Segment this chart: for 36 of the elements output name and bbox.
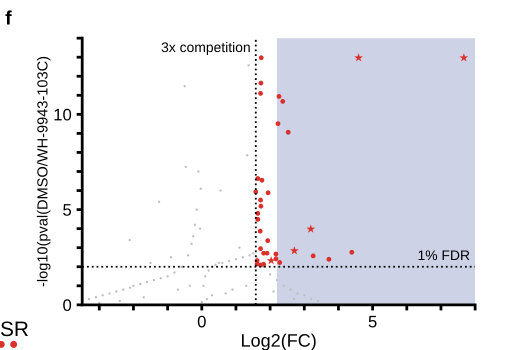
y-tick-label: 10 [54,108,72,121]
point [261,262,266,267]
point [258,198,263,202]
point [276,121,280,126]
point [264,250,270,256]
y-tick-label: 5 [63,204,72,216]
point [349,250,354,255]
point [258,228,263,234]
point [265,238,270,244]
x-axis-title: Log2(FC) [242,334,316,350]
point [459,53,468,62]
ref-line-label: 1% FDR [418,250,470,260]
point [258,55,264,60]
point [310,253,316,258]
point [290,246,299,255]
point [280,98,286,104]
text: f [6,10,12,24]
point [258,204,264,209]
point [286,130,291,135]
y-axis-title: -log10(pval(DMSO/WH-9943-103C) [36,56,50,286]
point [266,190,270,196]
point [274,252,278,256]
point [276,94,282,99]
ref-line-label: 3x competition [162,42,250,55]
point [258,246,263,252]
y-tick-label: 0 [63,299,72,312]
point [277,260,282,265]
point [326,256,332,262]
point [258,90,263,96]
point [354,53,364,62]
text: SR [0,321,28,336]
point [306,224,316,233]
point [260,178,264,183]
point [258,80,264,86]
point [274,256,278,262]
point [255,216,260,222]
